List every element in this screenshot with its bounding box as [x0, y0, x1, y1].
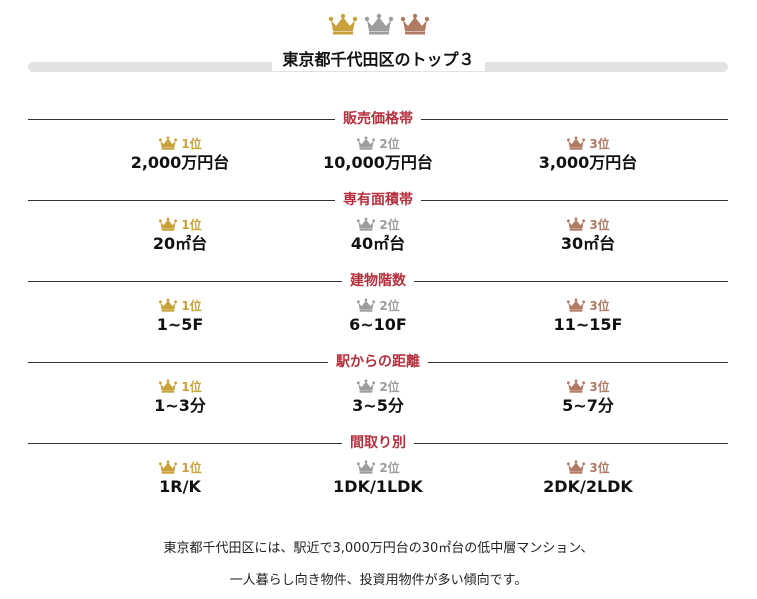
- rank-value: 3~5分: [352, 396, 404, 415]
- header-crowns: [0, 13, 757, 39]
- bronze-crown-icon: [566, 379, 586, 393]
- rank-label: 3位: [589, 460, 610, 475]
- rank-value: 40㎡台: [350, 234, 406, 253]
- summary-text: 東京都千代田区には、駅近で3,000万円台の30㎡台の低中層マンション、 一人暮…: [0, 533, 757, 597]
- rank-label: 2位: [379, 298, 400, 313]
- rank-value: 1R/K: [159, 477, 201, 496]
- rank-label: 3位: [589, 136, 610, 151]
- bronze-crown-icon: [400, 13, 430, 35]
- rank-value: 10,000万円台: [323, 153, 433, 172]
- rank-label: 2位: [379, 217, 400, 232]
- silver-crown-icon: [364, 13, 394, 35]
- gold-crown-icon: [158, 217, 178, 231]
- rank-label: 1位: [181, 136, 202, 151]
- rank-label: 3位: [589, 379, 610, 394]
- silver-crown-icon: [356, 217, 376, 231]
- summary-line-1: 東京都千代田区には、駅近で3,000万円台の30㎡台の低中層マンション、: [163, 541, 594, 556]
- rank-1-column: 1位 20㎡台: [80, 215, 280, 255]
- rank-value: 5~7分: [562, 396, 614, 415]
- rank-3-column: 3位 3,000万円台: [488, 134, 688, 174]
- rank-2-column: 2位 40㎡台: [278, 215, 478, 255]
- gold-crown-icon: [328, 13, 358, 35]
- rank-label: 2位: [379, 460, 400, 475]
- rank-1-column: 1位 1~3分: [80, 377, 280, 417]
- rank-value: 2DK/2LDK: [543, 477, 633, 496]
- gold-crown-icon: [158, 136, 178, 150]
- gold-crown-icon: [158, 298, 178, 312]
- rank-value: 11~15F: [553, 315, 623, 334]
- rank-label: 1位: [181, 460, 202, 475]
- section-station-distance: 駅からの距離 1位 1~3分 2位 3~5分 3位 5~7分: [28, 351, 728, 423]
- section-label: 駅からの距離: [328, 351, 428, 373]
- silver-crown-icon: [356, 379, 376, 393]
- rank-value: 1DK/1LDK: [333, 477, 423, 496]
- rank-3-column: 3位 5~7分: [488, 377, 688, 417]
- gold-crown-icon: [158, 379, 178, 393]
- rank-3-column: 3位 2DK/2LDK: [488, 458, 688, 498]
- summary-line-2: 一人暮らし向き物件、投資用物件が多い傾向です。: [229, 573, 528, 588]
- rank-value: 1~5F: [156, 315, 204, 334]
- rank-2-column: 2位 10,000万円台: [278, 134, 478, 174]
- rank-label: 1位: [181, 298, 202, 313]
- silver-crown-icon: [356, 298, 376, 312]
- rank-3-column: 3位 11~15F: [488, 296, 688, 336]
- silver-crown-icon: [356, 460, 376, 474]
- rank-2-column: 2位 6~10F: [278, 296, 478, 336]
- rank-label: 3位: [589, 298, 610, 313]
- section-floor-plan: 間取り別 1位 1R/K 2位 1DK/1LDK 3位 2DK/2LDK: [28, 432, 728, 504]
- rank-label: 2位: [379, 379, 400, 394]
- rank-label: 1位: [181, 217, 202, 232]
- rank-value: 6~10F: [349, 315, 407, 334]
- rank-1-column: 1位 1~5F: [80, 296, 280, 336]
- rank-label: 1位: [181, 379, 202, 394]
- silver-crown-icon: [356, 136, 376, 150]
- section-price-range: 販売価格帯 1位 2,000万円台 2位 10,000万円台 3位 3,000万…: [28, 108, 728, 180]
- rank-1-column: 1位 2,000万円台: [80, 134, 280, 174]
- title-bar: [28, 62, 728, 72]
- section-label: 間取り別: [342, 432, 414, 454]
- rank-value: 2,000万円台: [130, 153, 230, 172]
- bronze-crown-icon: [566, 460, 586, 474]
- rank-1-column: 1位 1R/K: [80, 458, 280, 498]
- rank-3-column: 3位 30㎡台: [488, 215, 688, 255]
- section-building-floors: 建物階数 1位 1~5F 2位 6~10F 3位 11~15F: [28, 270, 728, 342]
- gold-crown-icon: [158, 460, 178, 474]
- section-label: 建物階数: [342, 270, 414, 292]
- rank-value: 30㎡台: [560, 234, 616, 253]
- section-label: 販売価格帯: [335, 108, 421, 130]
- rank-label: 2位: [379, 136, 400, 151]
- section-floor-area: 専有面積帯 1位 20㎡台 2位 40㎡台 3位 30㎡台: [28, 189, 728, 261]
- rank-value: 20㎡台: [152, 234, 208, 253]
- rank-value: 3,000万円台: [538, 153, 638, 172]
- rank-label: 3位: [589, 217, 610, 232]
- bronze-crown-icon: [566, 217, 586, 231]
- bronze-crown-icon: [566, 136, 586, 150]
- section-label: 専有面積帯: [335, 189, 421, 211]
- rank-value: 1~3分: [154, 396, 206, 415]
- rank-2-column: 2位 3~5分: [278, 377, 478, 417]
- bronze-crown-icon: [566, 298, 586, 312]
- rank-2-column: 2位 1DK/1LDK: [278, 458, 478, 498]
